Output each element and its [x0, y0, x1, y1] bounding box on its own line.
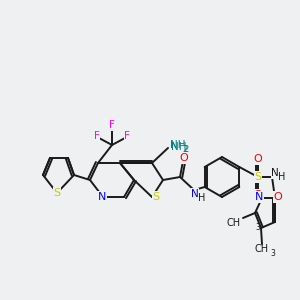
Text: N: N: [191, 189, 199, 199]
Text: F: F: [94, 131, 100, 141]
Text: O: O: [180, 153, 188, 163]
Text: S: S: [254, 172, 262, 182]
Text: O: O: [254, 190, 262, 200]
Text: 2: 2: [183, 145, 188, 154]
Text: H: H: [198, 193, 206, 203]
Text: F: F: [124, 131, 130, 141]
Text: S: S: [53, 188, 61, 198]
Text: 3: 3: [270, 248, 275, 257]
Text: N: N: [98, 192, 106, 202]
Text: 3: 3: [255, 223, 260, 232]
Text: CH: CH: [255, 244, 269, 254]
Text: F: F: [109, 120, 115, 130]
Text: NH: NH: [170, 140, 185, 150]
Text: O: O: [274, 192, 282, 202]
Text: N: N: [271, 168, 279, 178]
Text: O: O: [254, 154, 262, 164]
Text: NH: NH: [171, 142, 187, 152]
Text: S: S: [152, 192, 160, 202]
Text: H: H: [278, 172, 286, 182]
Text: CH: CH: [227, 218, 241, 228]
Text: 2: 2: [182, 146, 187, 154]
Text: N: N: [255, 192, 263, 202]
